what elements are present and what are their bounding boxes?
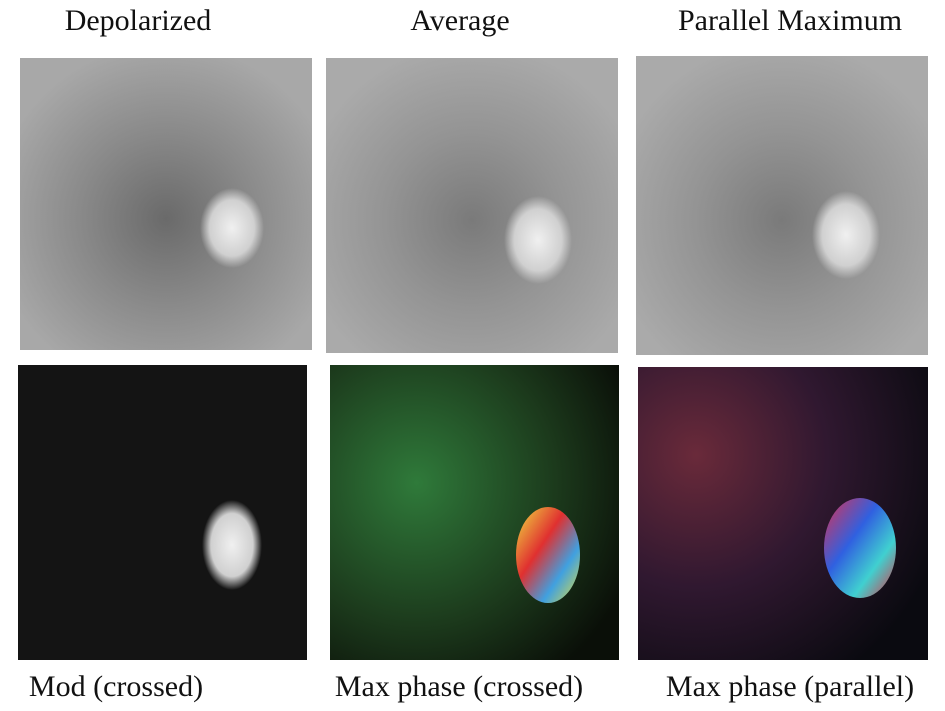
panel-label: Max phase (parallel) bbox=[666, 670, 914, 704]
panel-label: Parallel Maximum bbox=[678, 4, 902, 38]
image-panel bbox=[330, 365, 619, 660]
lesion bbox=[202, 500, 262, 590]
panel-label: Mod (crossed) bbox=[29, 670, 203, 704]
panel-label: Max phase (crossed) bbox=[335, 670, 583, 704]
image-panel bbox=[636, 56, 928, 355]
image-panel bbox=[18, 365, 307, 660]
figure: Depolarized Average Parallel Maximum Mod… bbox=[0, 0, 945, 711]
panel-label: Average bbox=[410, 4, 509, 38]
image-panel bbox=[20, 58, 312, 350]
lesion bbox=[200, 188, 264, 268]
lesion bbox=[504, 196, 572, 284]
lesion bbox=[824, 498, 896, 598]
panel-label: Depolarized bbox=[65, 4, 212, 38]
image-panel bbox=[326, 58, 618, 353]
lesion bbox=[812, 191, 880, 279]
panels bbox=[0, 0, 945, 711]
lesion bbox=[516, 507, 580, 603]
